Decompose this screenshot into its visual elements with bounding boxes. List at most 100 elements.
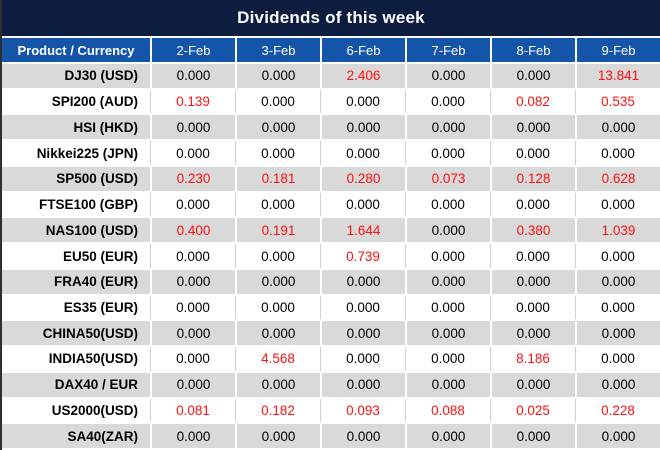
dividend-value-cell: 0.000 (405, 269, 490, 294)
product-name-cell: DAX40 / EUR (54, 377, 138, 393)
dividend-value-cell: 0.000 (405, 192, 490, 217)
dividend-value-cell: 0.628 (575, 166, 660, 191)
product-name-cell: FRA40 (EUR) (53, 274, 138, 290)
table-row: DJ30 (USD) 0.000 0.000 2.406 0.000 0.000 13.84… (2, 64, 660, 90)
product-name-cell: SPI200 (AUD) (51, 94, 138, 110)
dividend-value-cell: 0.000 (405, 89, 490, 114)
dividend-value-cell: 0.000 (235, 244, 320, 268)
dividend-value-cell: 0.000 (235, 64, 320, 88)
dividend-value-cell: 13.841 (575, 64, 660, 88)
dividend-value-cell: 0.000 (405, 244, 490, 268)
dividend-value-cell: 0.025 (490, 398, 575, 423)
dividend-value-cell: 0.000 (405, 321, 490, 346)
dividend-value-cell: 0.000 (405, 115, 490, 140)
table-row: NAS100 (USD) 0.400 0.191 1.644 0.000 0.380 1.0… (2, 218, 660, 245)
dividend-value-cell: 0.280 (320, 166, 405, 191)
column-header-date: 9-Feb (575, 38, 660, 62)
dividend-value-cell: 4.568 (235, 347, 320, 371)
dividend-value-cell: 0.081 (150, 398, 235, 423)
product-name-cell: NAS100 (USD) (45, 222, 138, 238)
dividend-value-cell: 0.000 (320, 372, 405, 397)
product-name-cell: SP500 (USD) (56, 171, 138, 187)
dividend-value-cell: 0.000 (150, 244, 235, 268)
dividend-value-cell: 0.000 (235, 295, 320, 320)
product-name-cell: HSI (HKD) (73, 119, 139, 135)
dividend-value-cell: 0.000 (490, 295, 575, 320)
dividend-value-cell: 0.000 (405, 372, 490, 397)
table-row: SA40(ZAR) 0.000 0.000 0.000 0.000 0.000 0.000 (2, 424, 660, 450)
dividend-value-cell: 0.000 (575, 244, 660, 268)
table-row: FRA40 (EUR) 0.000 0.000 0.000 0.000 0.000 0.00… (2, 269, 660, 296)
dividend-value-cell: 0.191 (235, 218, 320, 243)
column-header-date: 8-Feb (490, 38, 575, 62)
dividend-value-cell: 0.000 (575, 372, 660, 397)
dividend-value-cell: 0.000 (575, 295, 660, 320)
table-row: US2000(USD) 0.081 0.182 0.093 0.088 0.025 0.22… (2, 398, 660, 425)
dividend-value-cell: 0.000 (490, 321, 575, 346)
table-row: Nikkei225 (JPN) 0.000 0.000 0.000 0.000 0.000… (2, 141, 660, 167)
dividend-value-cell: 0.000 (490, 372, 575, 397)
dividend-value-cell: 1.644 (320, 218, 405, 243)
dividend-value-cell: 2.406 (320, 64, 405, 88)
table-row: FTSE100 (GBP) 0.000 0.000 0.000 0.000 0.000 0.… (2, 192, 660, 219)
dividend-value-cell: 0.139 (150, 89, 235, 114)
product-name-cell: EU50 (EUR) (62, 248, 138, 264)
dividend-value-cell: 0.088 (405, 398, 490, 423)
dividend-value-cell: 0.000 (320, 89, 405, 114)
dividend-value-cell: 0.000 (150, 141, 235, 165)
dividend-value-cell: 0.000 (575, 115, 660, 140)
dividend-value-cell: 0.000 (320, 192, 405, 217)
dividend-value-cell: 0.000 (150, 295, 235, 320)
product-name-cell: Nikkei225 (JPN) (36, 145, 138, 161)
dividend-value-cell: 0.000 (320, 269, 405, 294)
dividend-value-cell: 1.039 (575, 218, 660, 243)
table-title: Dividends of this week (2, 0, 660, 38)
dividend-value-cell: 8.186 (490, 347, 575, 371)
dividend-value-cell: 0.000 (235, 141, 320, 165)
dividend-value-cell: 0.000 (405, 295, 490, 320)
dividend-value-cell: 0.000 (575, 141, 660, 165)
dividend-value-cell: 0.000 (575, 192, 660, 217)
dividend-value-cell: 0.000 (235, 115, 320, 140)
dividend-value-cell: 0.181 (235, 166, 320, 191)
column-header-date: 2-Feb (150, 38, 235, 62)
dividend-value-cell: 0.000 (235, 89, 320, 114)
dividend-value-cell: 0.073 (405, 166, 490, 191)
dividend-value-cell: 0.228 (575, 398, 660, 423)
dividend-value-cell: 0.000 (490, 115, 575, 140)
product-name-cell: SA40(ZAR) (67, 428, 138, 444)
dividend-value-cell: 0.000 (320, 295, 405, 320)
dividend-value-cell: 0.000 (490, 141, 575, 165)
dividend-value-cell: 0.000 (575, 321, 660, 346)
dividend-value-cell: 0.000 (150, 372, 235, 397)
dividend-value-cell: 0.000 (235, 321, 320, 346)
product-name-cell: FTSE100 (GBP) (38, 197, 138, 213)
dividend-value-cell: 0.000 (490, 269, 575, 294)
column-header-date: 7-Feb (405, 38, 490, 62)
dividend-value-cell: 0.000 (235, 424, 320, 449)
dividend-value-cell: 0.000 (490, 244, 575, 268)
dividend-value-cell: 0.000 (150, 347, 235, 371)
dividend-value-cell: 0.000 (405, 64, 490, 88)
column-header-date: 3-Feb (235, 38, 320, 62)
dividend-value-cell: 0.000 (150, 115, 235, 140)
table-header-row: Product / Currency 2-Feb 3-Feb 6-Feb 7-Feb 8-… (2, 38, 660, 64)
dividend-value-cell: 0.000 (150, 192, 235, 217)
table-row: SP500 (USD) 0.230 0.181 0.280 0.073 0.128 0.62… (2, 166, 660, 193)
table-row: SPI200 (AUD) 0.139 0.000 0.000 0.000 0.082 0.5… (2, 89, 660, 116)
dividend-value-cell: 0.000 (575, 347, 660, 371)
product-name-cell: INDIA50(USD) (48, 351, 138, 367)
dividend-value-cell: 0.000 (405, 347, 490, 371)
dividend-value-cell: 0.000 (405, 424, 490, 449)
dividend-value-cell: 0.000 (235, 192, 320, 217)
product-name-cell: ES35 (EUR) (63, 299, 138, 315)
dividend-value-cell: 0.000 (150, 321, 235, 346)
dividend-value-cell: 0.400 (150, 218, 235, 243)
dividend-value-cell: 0.000 (490, 192, 575, 217)
dividend-value-cell: 0.000 (150, 64, 235, 88)
dividend-value-cell: 0.000 (150, 424, 235, 449)
table-row: CHINA50(USD) 0.000 0.000 0.000 0.000 0.000 0.0… (2, 321, 660, 348)
dividend-value-cell: 0.000 (320, 347, 405, 371)
dividends-table: DJ30 (USD) 0.000 0.000 2.406 0.000 0.000 13.84… (2, 64, 660, 450)
